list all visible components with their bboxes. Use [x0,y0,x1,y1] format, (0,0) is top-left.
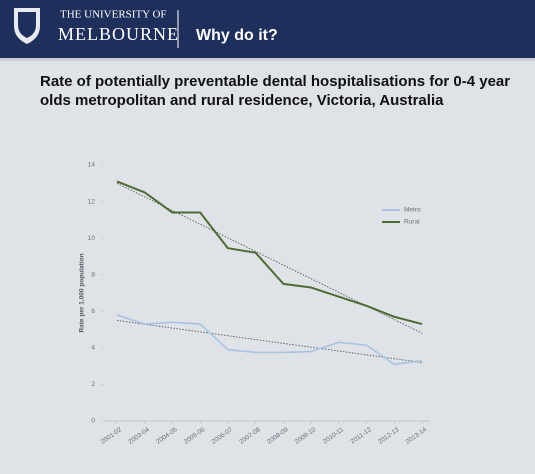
chart-title-line2: olds metropolitan and rural residence, V… [40,92,444,109]
y-axis-label: Rate per 1,000 population [79,253,86,332]
series-line [116,314,423,366]
crest-inner [18,12,36,38]
y-tick-label: 2 [91,381,95,388]
chart-title-line1: Rate of potentially preventable dental h… [40,73,510,90]
university-line1: THE UNIVERSITY OF [60,9,167,21]
series-line [116,180,423,326]
y-tick-label: 8 [91,271,95,278]
y-tick-label: 6 [91,308,95,315]
legend-label: Metro [404,207,421,214]
y-tick-label: 14 [88,162,96,169]
university-line2: MELBOURNE [58,24,179,44]
header-rule [0,58,535,61]
trend-line [116,319,423,363]
header-bar [0,0,535,58]
y-tick-label: 0 [91,418,95,425]
y-tick-label: 10 [88,235,96,242]
legend-label: Rural [404,219,420,226]
section-title: Why do it? [196,27,278,44]
y-tick-label: 4 [91,345,95,352]
y-tick-label: 12 [88,198,96,205]
